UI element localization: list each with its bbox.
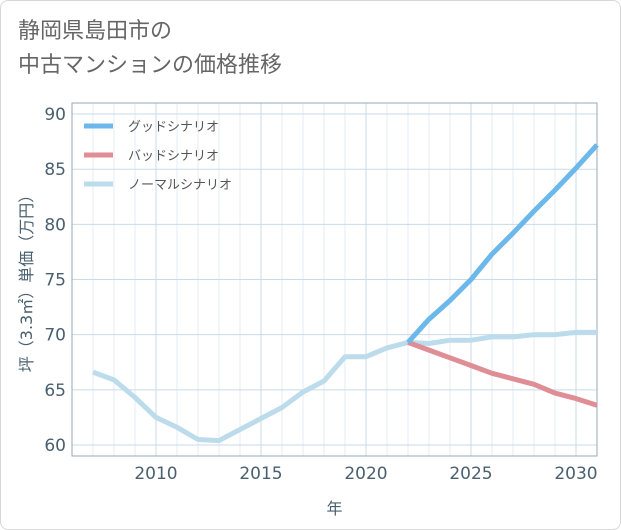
y-tick-label: 90 — [44, 105, 66, 125]
y-tick-label: 70 — [44, 326, 66, 346]
y-axis-label: 坪（3.3㎡）単価（万円） — [17, 187, 36, 372]
series-line-0 — [406, 143, 599, 345]
y-tick-label: 75 — [44, 271, 66, 291]
legend-label: グッドシナリオ — [128, 120, 219, 135]
series-lines — [92, 143, 599, 444]
chart-title: 静岡県島田市の 中古マンションの価格推移 — [18, 15, 282, 83]
series-line-2 — [92, 329, 597, 444]
y-tick-label: 80 — [44, 215, 66, 235]
y-tick-label: 60 — [44, 436, 66, 456]
plot-border — [71, 102, 598, 457]
title-line-2: 中古マンションの価格推移 — [18, 53, 283, 78]
x-tick-label: 2015 — [239, 464, 282, 484]
x-axis-label: 年 — [326, 499, 342, 518]
axes: 2010 2015 2020 2025 2030 60 65 70 75 80 85 90 — [44, 102, 598, 484]
y-tick-label: 85 — [44, 160, 66, 180]
x-tick-label: 2020 — [344, 464, 387, 484]
legend-label: バッドシナリオ — [128, 149, 219, 164]
x-tick-label: 2030 — [554, 464, 597, 484]
x-tick-label: 2010 — [134, 464, 177, 484]
y-tick-label: 65 — [44, 381, 66, 401]
legend-label: ノーマルシナリオ — [128, 178, 232, 193]
x-tick-label: 2025 — [449, 464, 492, 484]
series-line-1 — [407, 340, 598, 408]
title-line-1: 静岡県島田市の — [18, 19, 173, 44]
